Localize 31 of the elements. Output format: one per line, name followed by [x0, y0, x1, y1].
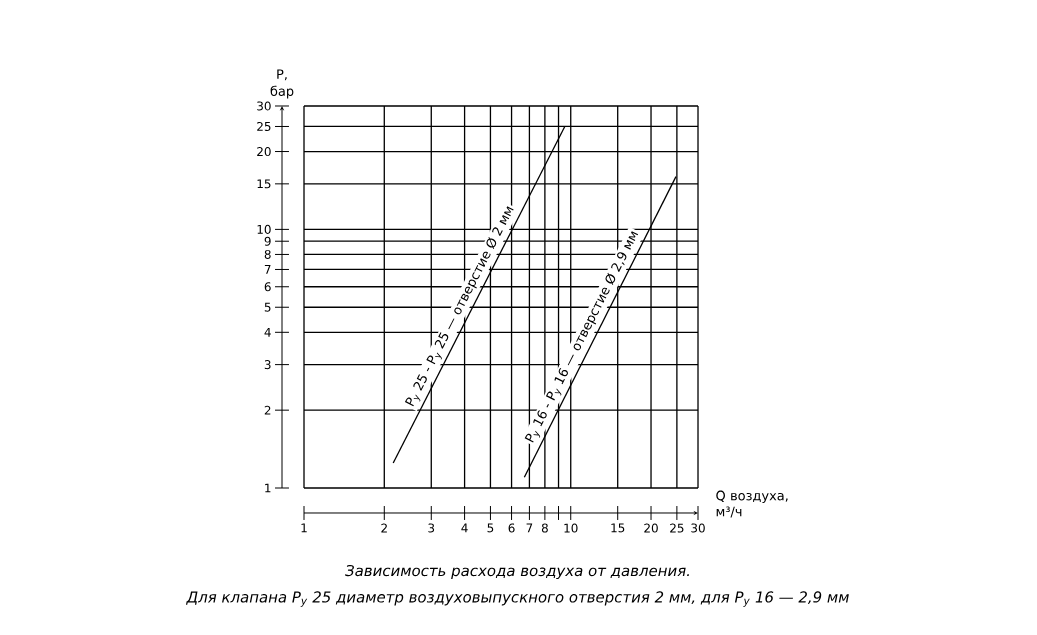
y-tick-label: 15 — [257, 179, 271, 189]
y-tick-label: 3 — [264, 360, 271, 370]
x-tick-label: 20 — [644, 523, 658, 533]
x-tick-label: 1 — [301, 523, 307, 533]
y-tick-label: 1 — [265, 483, 271, 493]
text: Зависимость расхода воздуха от давления. — [345, 564, 689, 580]
y-tick-label: 10 — [257, 224, 271, 234]
x-tick-label: 4 — [461, 523, 468, 533]
y-tick-label: 20 — [257, 147, 271, 157]
x-tick-label: 30 — [691, 523, 705, 533]
x-tick-label: 2 — [381, 523, 387, 533]
x-axis-title: Q воздуха, м³/ч — [716, 490, 788, 518]
y-tick-label: 9 — [264, 236, 271, 246]
x-tick-label: 3 — [428, 523, 435, 533]
y-tick-label: 6 — [264, 282, 271, 292]
x-tick-label: 6 — [508, 523, 515, 533]
y-tick-label: 4 — [264, 327, 271, 337]
y-axis-title: P, бар — [270, 69, 294, 99]
x-tick-label: 8 — [541, 523, 548, 533]
x-tick-label: 10 — [564, 523, 578, 533]
x-tick-label: 15 — [611, 523, 625, 533]
x-tick-label: 7 — [526, 523, 533, 533]
y-tick-label: 5 — [264, 302, 271, 312]
y-tick-label: 25 — [257, 121, 271, 131]
y-tick-label: 2 — [264, 405, 271, 415]
y-tick-label: 7 — [264, 265, 271, 274]
text: Для клапана P$_{у}$ 25 диаметр воздуховыпускного отверстия 2 мм, для P$_{у}$ 16 — 2,9 мм — [185, 591, 849, 607]
x-tick-label: 5 — [487, 523, 494, 533]
x-tick-label: 25 — [670, 523, 684, 533]
y-tick-label: 30 — [257, 101, 271, 111]
y-tick-label: 8 — [264, 249, 271, 259]
